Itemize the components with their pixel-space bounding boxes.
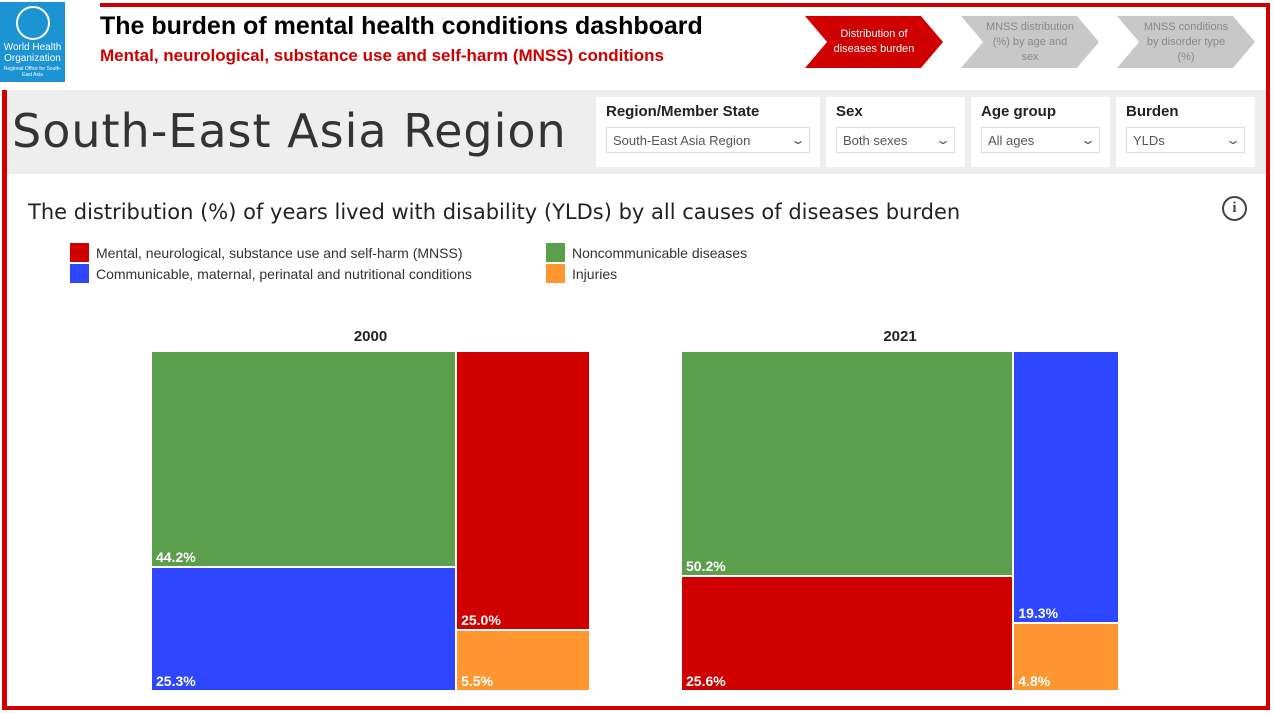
dashboard-title: The burden of mental health conditions d… xyxy=(100,12,703,40)
logo-subtext: Regional Office for South-East Asia xyxy=(3,66,62,78)
data-label: 5.5% xyxy=(461,672,494,689)
treemap-cell-cmnn[interactable]: 19.3% xyxy=(1013,351,1119,624)
dropdown-value: All ages xyxy=(988,132,1035,148)
chevron-down-icon: ⌄ xyxy=(934,133,952,147)
treemap-cell-cmnn[interactable]: 25.3% xyxy=(151,567,457,691)
globe-icon xyxy=(15,6,50,40)
age-group-dropdown[interactable]: All ages ⌄ xyxy=(981,127,1100,153)
treemap-title-2021: 2021 xyxy=(883,328,917,345)
filter-sex: Sex Both sexes ⌄ xyxy=(826,97,965,167)
filter-age-group: Age group All ages ⌄ xyxy=(971,97,1110,167)
legend-label: Communicable, maternal, perinatal and nu… xyxy=(96,265,472,282)
legend-item-injuries: Injuries xyxy=(546,264,617,283)
burden-dropdown[interactable]: YLDs ⌄ xyxy=(1126,127,1245,153)
treemap-cell-mnss[interactable]: 25.0% xyxy=(456,351,590,630)
frame-border xyxy=(100,3,1270,7)
treemap-cell-injuries[interactable]: 4.8% xyxy=(1013,623,1119,691)
frame-border xyxy=(2,90,7,710)
data-label: 4.8% xyxy=(1018,672,1051,689)
chevron-down-icon: ⌄ xyxy=(1224,133,1242,147)
frame-border xyxy=(2,706,1270,710)
logo-text: World Health Organization xyxy=(3,42,62,64)
nav-age-sex-button[interactable]: MNSS distribution (%) by age and sex xyxy=(961,16,1099,68)
legend-item-mnss: Mental, neurological, substance use and … xyxy=(70,243,463,262)
info-icon[interactable]: i xyxy=(1222,196,1247,221)
region-dropdown[interactable]: South-East Asia Region ⌄ xyxy=(606,127,810,153)
legend-label: Mental, neurological, substance use and … xyxy=(96,244,463,261)
dropdown-value: South-East Asia Region xyxy=(613,132,751,148)
filter-label: Sex xyxy=(836,103,863,120)
filter-burden: Burden YLDs ⌄ xyxy=(1116,97,1255,167)
region-title: South-East Asia Region xyxy=(12,104,567,158)
frame-border xyxy=(1266,3,1270,710)
data-label: 25.3% xyxy=(156,672,196,689)
dropdown-value: YLDs xyxy=(1133,132,1165,148)
legend-swatch xyxy=(70,264,89,283)
treemap-cell-ncd[interactable]: 50.2% xyxy=(681,351,1014,577)
treemap-cell-mnss[interactable]: 25.6% xyxy=(681,576,1014,691)
data-label: 25.6% xyxy=(686,672,726,689)
who-logo: World Health Organization Regional Offic… xyxy=(0,2,65,82)
treemap-cell-injuries[interactable]: 5.5% xyxy=(456,629,590,691)
data-label: 44.2% xyxy=(156,549,196,566)
legend-item-cmnn: Communicable, maternal, perinatal and nu… xyxy=(70,264,472,283)
chevron-down-icon: ⌄ xyxy=(1079,133,1097,147)
data-label: 50.2% xyxy=(686,558,726,575)
legend-swatch xyxy=(70,243,89,262)
treemap-cell-ncd[interactable]: 44.2% xyxy=(151,351,457,568)
chevron-down-icon: ⌄ xyxy=(789,133,807,147)
treemap-2000: 44.2% 25.3% 25.0% 5.5% xyxy=(151,351,590,691)
data-label: 25.0% xyxy=(461,611,501,628)
legend-swatch xyxy=(546,264,565,283)
chart-title: The distribution (%) of years lived with… xyxy=(28,200,961,224)
filter-label: Burden xyxy=(1126,103,1179,120)
nav-distribution-button[interactable]: Distribution of diseases burden xyxy=(805,16,943,68)
nav-disorder-type-button[interactable]: MNSS conditions by disorder type (%) xyxy=(1117,16,1255,68)
legend-label: Injuries xyxy=(572,265,618,282)
legend-swatch xyxy=(546,243,565,262)
filter-region: Region/Member State South-East Asia Regi… xyxy=(596,97,820,167)
treemap-2021: 50.2% 25.6% 19.3% 4.8% xyxy=(681,351,1119,691)
legend-item-ncd: Noncommunicable diseases xyxy=(546,243,747,262)
sex-dropdown[interactable]: Both sexes ⌄ xyxy=(836,127,955,153)
data-label: 19.3% xyxy=(1018,605,1059,622)
filter-label: Age group xyxy=(981,103,1056,120)
filter-label: Region/Member State xyxy=(606,103,760,120)
dropdown-value: Both sexes xyxy=(843,132,908,148)
dashboard-subtitle: Mental, neurological, substance use and … xyxy=(100,46,664,65)
treemap-title-2000: 2000 xyxy=(353,328,388,345)
legend-label: Noncommunicable diseases xyxy=(572,244,748,261)
